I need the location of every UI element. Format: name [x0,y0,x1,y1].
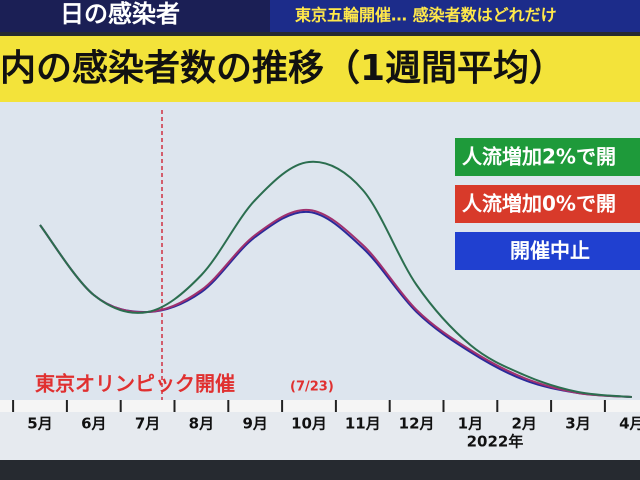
x-tick-label: 1月 [458,415,483,433]
banner-left: 日の感染者 [60,0,180,28]
x-tick-label: 6月 [81,415,106,433]
x-tick-label: 8月 [189,415,214,433]
label-bg [0,412,640,460]
legend-box [455,138,640,176]
chart-title: 内の感染者数の推移（1週間平均） [0,48,565,89]
x-tick-label: 12月 [399,415,435,433]
legend-label: 人流増加0%で開 [462,192,616,216]
legend-box [455,232,640,270]
title-bg [0,36,640,102]
x-tick-label: 10月 [291,415,327,433]
annotation: 東京オリンピック開催 [35,372,235,396]
x-tick-label: 7月 [135,415,160,433]
x-tick-label: 2月 [511,415,536,433]
legend-label: 開催中止 [510,239,590,263]
axis-strip [0,400,640,412]
banner-right: 東京五輪開催… 感染者数はどれだけ [295,6,557,25]
x-tick-label: 9月 [242,415,267,433]
x-tick-label: 11月 [345,415,381,433]
x-tick-label: 5月 [27,415,52,433]
series-line [39,160,632,398]
legend-box [455,185,640,223]
x-tick-label: 3月 [565,415,590,433]
banner-left-bg [0,0,270,32]
year-label: 2022年 [467,433,524,451]
x-tick-label: 4月 [619,415,640,433]
legend-label: 人流増加2%で開 [462,145,616,169]
banner-right-bg [270,0,640,32]
annotation-date: (7/23) [290,380,334,395]
